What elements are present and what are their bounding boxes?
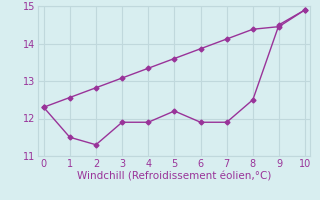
X-axis label: Windchill (Refroidissement éolien,°C): Windchill (Refroidissement éolien,°C) <box>77 172 272 182</box>
